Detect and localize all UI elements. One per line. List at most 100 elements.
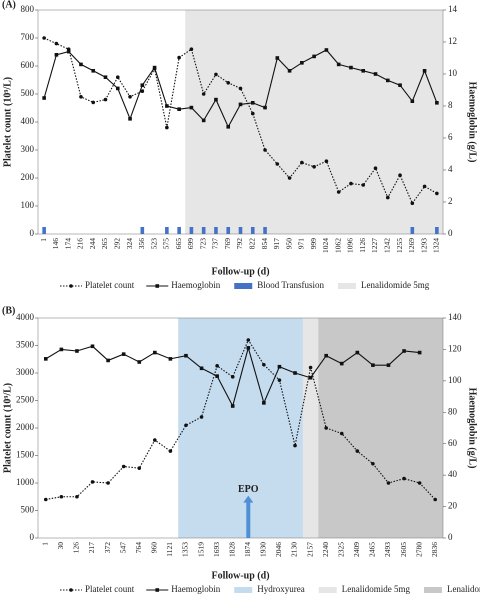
x-tick-label: 917 — [272, 238, 281, 250]
x-tick-label: 2780 — [414, 542, 423, 557]
x-tick-label: 960 — [150, 542, 159, 554]
point — [373, 166, 378, 170]
x-tick-label: 665 — [174, 238, 183, 250]
shaded-region — [185, 10, 444, 234]
point — [435, 101, 439, 105]
point — [189, 47, 194, 51]
x-tick-label: 1062 — [333, 238, 342, 253]
bar — [189, 227, 194, 234]
panel-label: (A) — [2, 0, 16, 10]
x-tick-label: 1293 — [419, 238, 428, 253]
point — [128, 117, 132, 121]
point — [230, 404, 235, 408]
legend-marker — [155, 284, 160, 288]
y-tick-label: 300 — [21, 144, 35, 154]
point — [402, 349, 406, 353]
point — [201, 118, 206, 123]
y2-tick-label: 4 — [448, 164, 453, 174]
y2-tick-label: 60 — [448, 438, 458, 448]
x-tick-label: 999 — [309, 238, 318, 250]
y2-tick-label: 80 — [448, 406, 458, 416]
y2-tick-label: 120 — [448, 343, 462, 353]
point — [177, 107, 181, 111]
x-tick-label: 1126 — [358, 238, 367, 253]
y-tick-label: 500 — [21, 88, 35, 98]
point — [355, 449, 360, 453]
point — [165, 104, 169, 108]
bar — [140, 227, 145, 234]
x-tick-label: 1255 — [395, 238, 404, 253]
point — [324, 48, 329, 52]
point — [287, 176, 292, 180]
x-axis-title: Follow-up (d) — [211, 266, 269, 277]
point — [361, 183, 366, 187]
point — [153, 350, 157, 355]
point — [336, 190, 341, 194]
x-tick-label: 265 — [100, 238, 109, 250]
y2-axis-title: Haemoglobin (g/L) — [467, 82, 478, 163]
x-tick-label: 1 — [39, 238, 48, 242]
x-tick-label: 575 — [162, 238, 171, 250]
point — [250, 101, 255, 105]
x-tick-label: 324 — [125, 238, 134, 250]
x-tick-label: 1930 — [259, 542, 268, 557]
y-tick-label: 1000 — [16, 477, 35, 487]
x-tick-label: 723 — [198, 238, 207, 250]
point — [184, 423, 188, 428]
point — [435, 191, 439, 196]
point — [312, 165, 316, 169]
y-tick-label: 2000 — [16, 422, 35, 432]
point — [214, 72, 218, 77]
point — [238, 86, 243, 91]
point — [262, 362, 266, 367]
y-tick-label: 3000 — [16, 367, 35, 377]
point — [410, 99, 415, 103]
x-tick-label: 2325 — [336, 542, 345, 557]
y-axis-title: Platelet count (10⁹/L) — [2, 383, 13, 473]
y-tick-label: 100 — [21, 200, 35, 210]
point — [226, 125, 231, 129]
point — [262, 401, 266, 405]
y-tick-label: 0 — [30, 532, 35, 542]
legend-swatch — [318, 587, 337, 593]
point — [355, 350, 360, 355]
legend-swatch — [234, 587, 253, 593]
x-tick-label: 2157 — [305, 542, 314, 557]
legend-label: Lenalidomide 5mg — [342, 584, 411, 594]
point — [336, 62, 341, 67]
point — [275, 56, 280, 60]
y-tick-label: 0 — [30, 228, 35, 238]
y-tick-label: 600 — [21, 60, 35, 70]
y2-tick-label: 14 — [448, 4, 458, 14]
point — [121, 352, 126, 356]
bar — [410, 227, 415, 234]
x-tick-label: 2465 — [368, 542, 377, 557]
x-tick-label: 950 — [284, 238, 293, 250]
legend-label: Haemoglobin — [171, 584, 220, 594]
x-tick-label: 146 — [51, 238, 60, 250]
bar — [226, 227, 231, 234]
point — [230, 375, 235, 379]
y-tick-label: 2500 — [16, 395, 35, 405]
y2-tick-label: 6 — [448, 132, 453, 142]
x-tick-label: 244 — [88, 238, 97, 250]
point — [373, 72, 378, 76]
point — [293, 443, 297, 448]
x-tick-label: 792 — [235, 238, 244, 250]
x-tick-label: 2836 — [430, 542, 439, 557]
point — [385, 78, 390, 83]
legend-label: Haemoglobin — [171, 280, 220, 290]
point — [90, 344, 95, 349]
point — [79, 95, 83, 99]
point — [152, 65, 157, 70]
point — [168, 449, 173, 453]
x-tick-label: 1 — [41, 542, 50, 546]
point — [349, 65, 353, 70]
legend-marker — [69, 588, 73, 592]
point — [277, 378, 282, 382]
point — [308, 375, 313, 380]
x-tick-label: 126 — [72, 542, 81, 554]
y2-axis-title: Haemoglobin (g/L) — [467, 388, 478, 469]
bar — [435, 227, 439, 234]
x-tick-label: 2130 — [290, 542, 299, 557]
